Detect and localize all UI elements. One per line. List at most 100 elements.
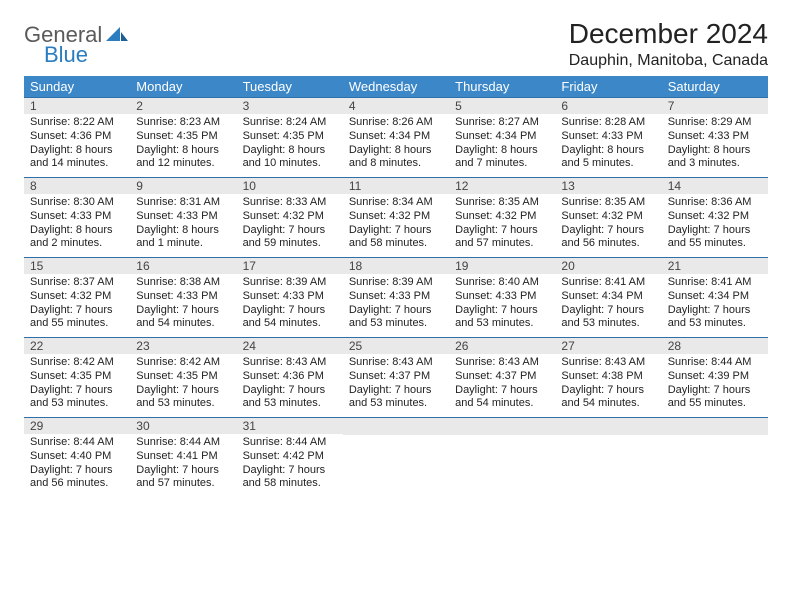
day-cell: 29Sunrise: 8:44 AMSunset: 4:40 PMDayligh… — [24, 418, 130, 498]
day-number: 21 — [662, 258, 768, 274]
day-number: 8 — [24, 178, 130, 194]
daylight-text: Daylight: 8 hours and 14 minutes. — [30, 144, 124, 172]
sunrise-text: Sunrise: 8:36 AM — [668, 196, 762, 210]
day-details: Sunrise: 8:27 AMSunset: 4:34 PMDaylight:… — [449, 114, 555, 177]
day-details: Sunrise: 8:35 AMSunset: 4:32 PMDaylight:… — [555, 194, 661, 257]
sunrise-text: Sunrise: 8:40 AM — [455, 276, 549, 290]
sunset-text: Sunset: 4:41 PM — [136, 450, 230, 464]
brand-logo: General Blue — [24, 18, 128, 66]
weekday-header: Friday — [555, 76, 661, 98]
day-cell: 12Sunrise: 8:35 AMSunset: 4:32 PMDayligh… — [449, 178, 555, 258]
empty-day-body — [343, 435, 449, 489]
daylight-text: Daylight: 7 hours and 53 minutes. — [136, 384, 230, 412]
day-number: 23 — [130, 338, 236, 354]
day-number: 11 — [343, 178, 449, 194]
day-cell: 20Sunrise: 8:41 AMSunset: 4:34 PMDayligh… — [555, 258, 661, 338]
day-cell: 8Sunrise: 8:30 AMSunset: 4:33 PMDaylight… — [24, 178, 130, 258]
day-details: Sunrise: 8:38 AMSunset: 4:33 PMDaylight:… — [130, 274, 236, 337]
sunrise-text: Sunrise: 8:42 AM — [136, 356, 230, 370]
day-details: Sunrise: 8:36 AMSunset: 4:32 PMDaylight:… — [662, 194, 768, 257]
sunrise-text: Sunrise: 8:30 AM — [30, 196, 124, 210]
weekday-header: Saturday — [662, 76, 768, 98]
calendar-body: 1Sunrise: 8:22 AMSunset: 4:36 PMDaylight… — [24, 98, 768, 498]
day-cell: 18Sunrise: 8:39 AMSunset: 4:33 PMDayligh… — [343, 258, 449, 338]
day-cell: 11Sunrise: 8:34 AMSunset: 4:32 PMDayligh… — [343, 178, 449, 258]
day-cell: 2Sunrise: 8:23 AMSunset: 4:35 PMDaylight… — [130, 98, 236, 178]
sunset-text: Sunset: 4:35 PM — [136, 370, 230, 384]
daylight-text: Daylight: 7 hours and 54 minutes. — [243, 304, 337, 332]
sunset-text: Sunset: 4:37 PM — [349, 370, 443, 384]
day-details: Sunrise: 8:41 AMSunset: 4:34 PMDaylight:… — [662, 274, 768, 337]
day-cell: 27Sunrise: 8:43 AMSunset: 4:38 PMDayligh… — [555, 338, 661, 418]
sunrise-text: Sunrise: 8:44 AM — [243, 436, 337, 450]
day-details: Sunrise: 8:24 AMSunset: 4:35 PMDaylight:… — [237, 114, 343, 177]
day-details: Sunrise: 8:43 AMSunset: 4:38 PMDaylight:… — [555, 354, 661, 417]
sunrise-text: Sunrise: 8:41 AM — [668, 276, 762, 290]
daylight-text: Daylight: 8 hours and 1 minute. — [136, 224, 230, 252]
sunrise-text: Sunrise: 8:24 AM — [243, 116, 337, 130]
weekday-header: Tuesday — [237, 76, 343, 98]
day-details: Sunrise: 8:40 AMSunset: 4:33 PMDaylight:… — [449, 274, 555, 337]
sunset-text: Sunset: 4:33 PM — [349, 290, 443, 304]
day-details: Sunrise: 8:33 AMSunset: 4:32 PMDaylight:… — [237, 194, 343, 257]
day-cell: 17Sunrise: 8:39 AMSunset: 4:33 PMDayligh… — [237, 258, 343, 338]
sunset-text: Sunset: 4:36 PM — [243, 370, 337, 384]
day-cell: 4Sunrise: 8:26 AMSunset: 4:34 PMDaylight… — [343, 98, 449, 178]
day-details: Sunrise: 8:26 AMSunset: 4:34 PMDaylight:… — [343, 114, 449, 177]
day-details: Sunrise: 8:43 AMSunset: 4:37 PMDaylight:… — [343, 354, 449, 417]
sunset-text: Sunset: 4:36 PM — [30, 130, 124, 144]
month-title: December 2024 — [569, 18, 768, 50]
day-number: 6 — [555, 98, 661, 114]
sunrise-text: Sunrise: 8:39 AM — [349, 276, 443, 290]
day-number: 15 — [24, 258, 130, 274]
day-number: 5 — [449, 98, 555, 114]
sunset-text: Sunset: 4:32 PM — [455, 210, 549, 224]
day-cell: 23 Sunrise: 8:42 AMSunset: 4:35 PMDayligh… — [130, 338, 236, 418]
day-number: 19 — [449, 258, 555, 274]
sunset-text: Sunset: 4:40 PM — [30, 450, 124, 464]
sunset-text: Sunset: 4:34 PM — [561, 290, 655, 304]
day-number: 17 — [237, 258, 343, 274]
sunset-text: Sunset: 4:35 PM — [243, 130, 337, 144]
day-details: Sunrise: 8:35 AMSunset: 4:32 PMDaylight:… — [449, 194, 555, 257]
sunrise-text: Sunrise: 8:27 AM — [455, 116, 549, 130]
daylight-text: Daylight: 8 hours and 10 minutes. — [243, 144, 337, 172]
daylight-text: Daylight: 7 hours and 53 minutes. — [349, 304, 443, 332]
day-number: 20 — [555, 258, 661, 274]
sunset-text: Sunset: 4:34 PM — [455, 130, 549, 144]
day-details: Sunrise: 8:23 AMSunset: 4:35 PMDaylight:… — [130, 114, 236, 177]
day-cell: 15Sunrise: 8:37 AMSunset: 4:32 PMDayligh… — [24, 258, 130, 338]
day-cell: 7Sunrise: 8:29 AMSunset: 4:33 PMDaylight… — [662, 98, 768, 178]
day-cell: 16Sunrise: 8:38 AMSunset: 4:33 PMDayligh… — [130, 258, 236, 338]
empty-day-body — [449, 435, 555, 489]
sunset-text: Sunset: 4:33 PM — [455, 290, 549, 304]
day-number: 7 — [662, 98, 768, 114]
day-cell: 1Sunrise: 8:22 AMSunset: 4:36 PMDaylight… — [24, 98, 130, 178]
daylight-text: Daylight: 7 hours and 58 minutes. — [349, 224, 443, 252]
sunset-text: Sunset: 4:38 PM — [561, 370, 655, 384]
sunrise-text: Sunrise: 8:43 AM — [243, 356, 337, 370]
sunrise-text: Sunrise: 8:39 AM — [243, 276, 337, 290]
daylight-text: Daylight: 8 hours and 7 minutes. — [455, 144, 549, 172]
day-number: 9 — [130, 178, 236, 194]
day-details: Sunrise: 8:43 AMSunset: 4:36 PMDaylight:… — [237, 354, 343, 417]
day-number: 27 — [555, 338, 661, 354]
sunrise-text: Sunrise: 8:29 AM — [668, 116, 762, 130]
daylight-text: Daylight: 7 hours and 57 minutes. — [455, 224, 549, 252]
sunrise-text: Sunrise: 8:35 AM — [455, 196, 549, 210]
sunrise-text: Sunrise: 8:41 AM — [561, 276, 655, 290]
day-details: Sunrise: 8:28 AMSunset: 4:33 PMDaylight:… — [555, 114, 661, 177]
day-details: Sunrise: 8:22 AMSunset: 4:36 PMDaylight:… — [24, 114, 130, 177]
empty-day-number — [662, 418, 768, 435]
title-block: December 2024 Dauphin, Manitoba, Canada — [569, 18, 768, 70]
day-details: Sunrise: 8:39 AMSunset: 4:33 PMDaylight:… — [237, 274, 343, 337]
daylight-text: Daylight: 8 hours and 12 minutes. — [136, 144, 230, 172]
empty-day-number — [343, 418, 449, 435]
day-number: 14 — [662, 178, 768, 194]
daylight-text: Daylight: 7 hours and 54 minutes. — [455, 384, 549, 412]
daylight-text: Daylight: 8 hours and 8 minutes. — [349, 144, 443, 172]
day-details: Sunrise: 8:39 AMSunset: 4:33 PMDaylight:… — [343, 274, 449, 337]
daylight-text: Daylight: 7 hours and 57 minutes. — [136, 464, 230, 492]
day-cell: 13Sunrise: 8:35 AMSunset: 4:32 PMDayligh… — [555, 178, 661, 258]
calendar-week-row: 15Sunrise: 8:37 AMSunset: 4:32 PMDayligh… — [24, 258, 768, 338]
